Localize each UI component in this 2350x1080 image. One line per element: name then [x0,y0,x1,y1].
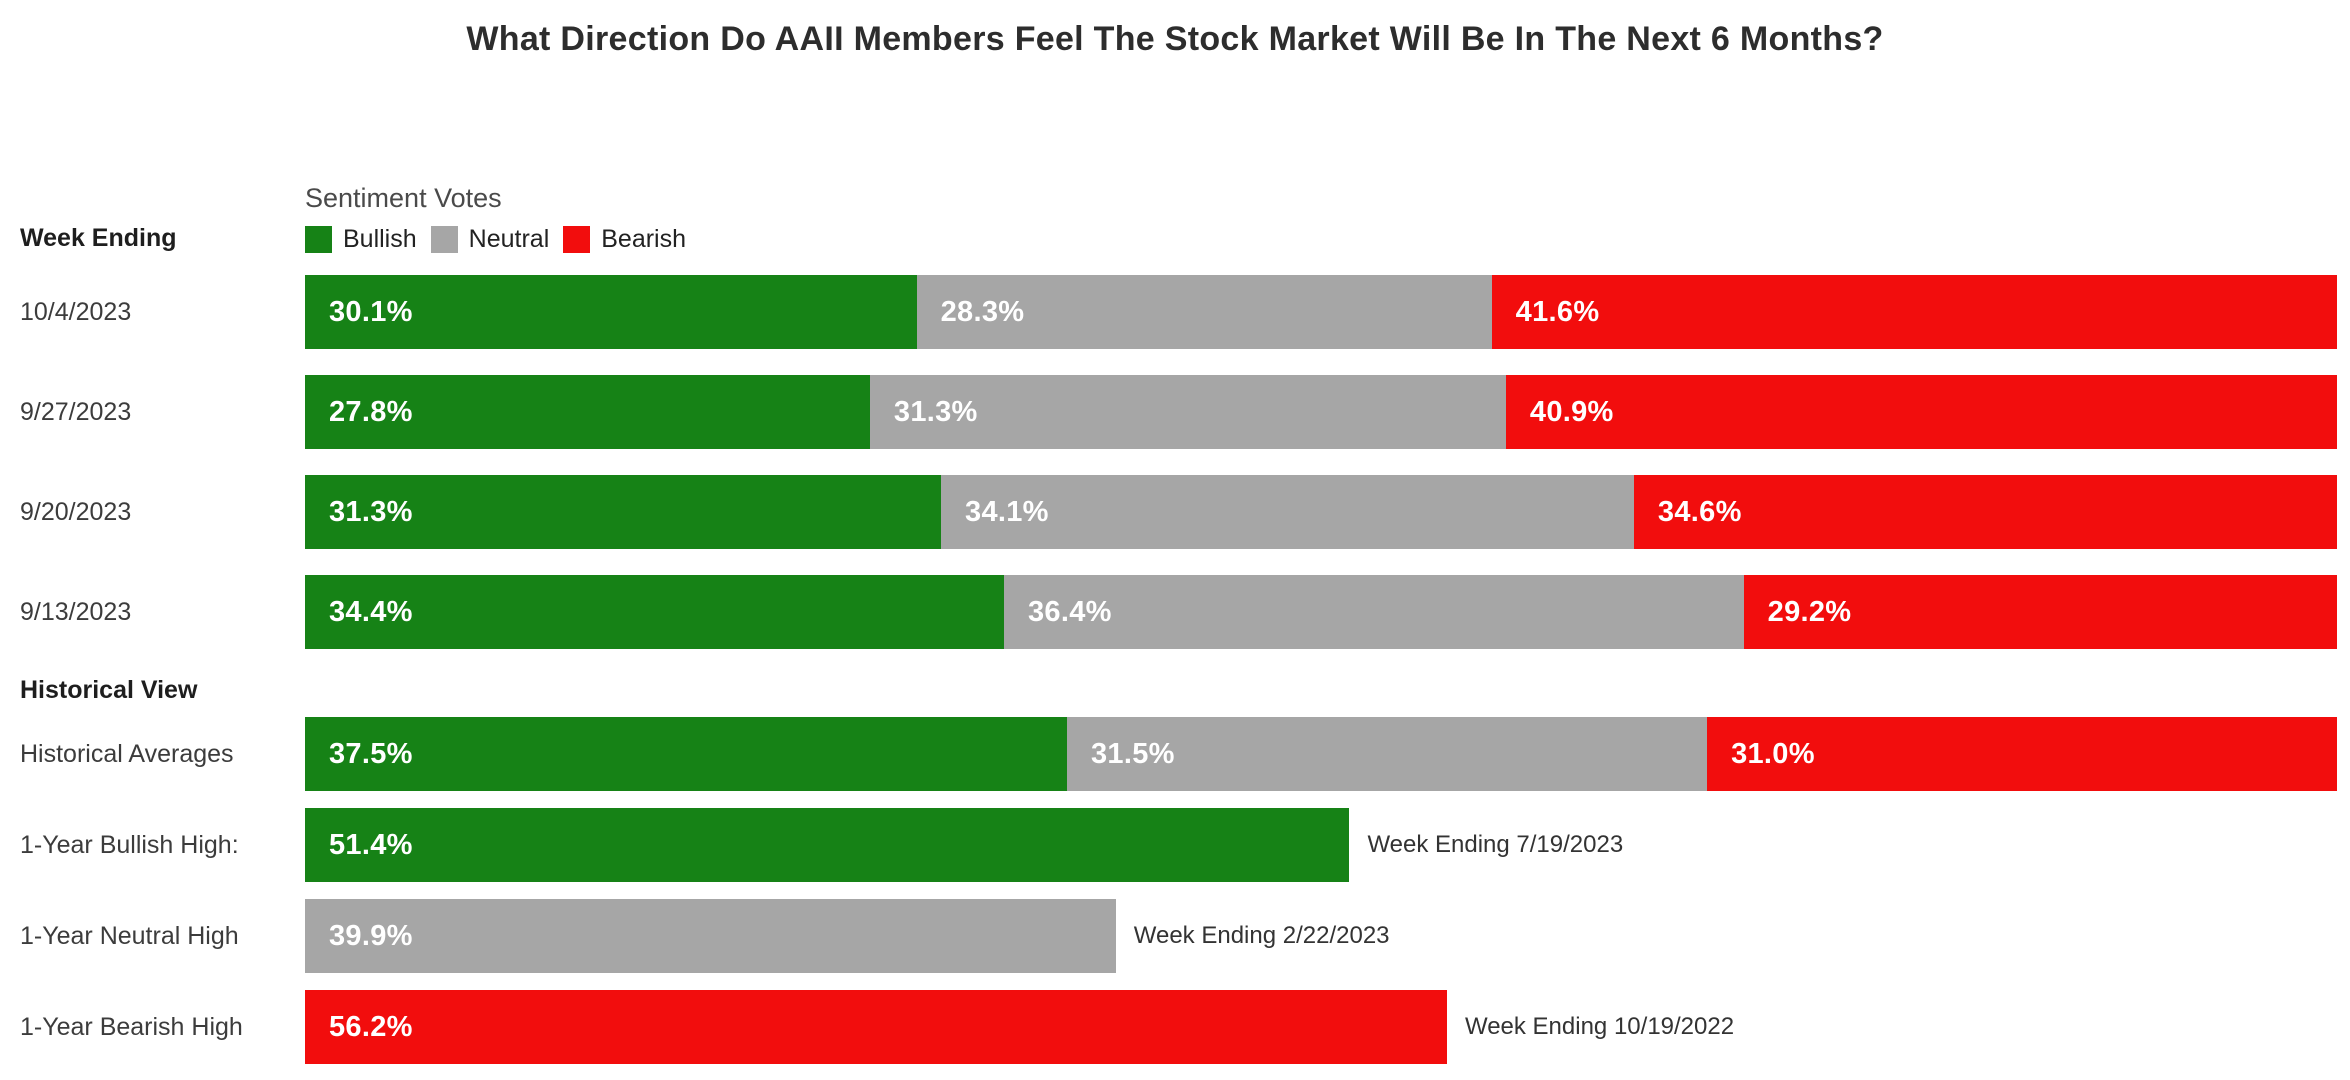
bearish-swatch-icon [563,226,591,253]
bar-annotation: Week Ending 10/19/2022 [1464,1013,1735,1040]
neutral-bar-segment: 28.3% [916,275,1492,349]
bar-value-label: 41.6% [1515,295,1600,328]
bar-value-label: 27.8% [329,395,413,428]
legend-title: Sentiment Votes [305,183,502,213]
row-label: 1-Year Bearish High [20,1012,243,1041]
bar-value-label: 39.9% [329,919,413,952]
chart-row: 10/4/2023 30.1% 28.3% 41.6% [0,275,2350,349]
bar-annotation: Week Ending 2/22/2023 [1133,922,1390,949]
row-label: 10/4/2023 [20,297,132,326]
bar-track: 37.5% 31.5% 31.0% [305,717,2337,791]
bearish-bar-segment: 34.6% [1633,475,2337,549]
chart-row: 9/20/2023 31.3% 34.1% 34.6% [0,475,2350,549]
bearish-bar-segment: 41.6% [1491,275,2337,349]
row-label: 9/27/2023 [20,397,132,426]
bearish-bar-segment: 40.9% [1505,375,2337,449]
bar-value-label: 31.3% [893,395,978,428]
bar-value-label: 40.9% [1529,395,1614,428]
bar-value-label: 31.3% [329,495,413,528]
row-label: 9/20/2023 [20,497,132,526]
bullish-swatch-icon [305,226,332,253]
bar-value-label: 34.6% [1657,495,1742,528]
bar-track: 27.8% 31.3% 40.9% [305,375,2337,449]
chart-row: 9/27/2023 27.8% 31.3% 40.9% [0,375,2350,449]
bearish-bar-segment: 56.2% [305,990,1447,1064]
bar-value-label: 29.2% [1767,595,1852,628]
chart-row: 9/13/2023 34.4% 36.4% 29.2% [0,575,2350,649]
bar-value-label: 37.5% [329,737,413,770]
bar-track: 34.4% 36.4% 29.2% [305,575,2337,649]
bar-track: 51.4% Week Ending 7/19/2023 [305,808,2337,882]
bar-track: 39.9% Week Ending 2/22/2023 [305,899,2337,973]
bar-value-label: 36.4% [1028,595,1112,628]
bullish-bar-segment: 51.4% [305,808,1350,882]
legend: Bullish Neutral Bearish [305,225,2350,254]
bar-value-label: 30.1% [329,295,413,328]
neutral-bar-segment: 31.5% [1067,717,1708,791]
bullish-bar-segment: 30.1% [305,275,917,349]
historical-rows-group: Historical Averages 37.5% 31.5% 31.0% 1-Year… [0,717,2350,1064]
week-rows-group: 10/4/2023 30.1% 28.3% 41.6% 9/27/2023 27.8% 31… [0,275,2350,649]
neutral-bar-segment: 31.3% [869,375,1506,449]
legend-label-bearish: Bearish [601,225,687,253]
bullish-bar-segment: 27.8% [305,375,870,449]
chart-row: 1-Year Bullish High: 51.4% Week Ending 7/1… [0,808,2350,882]
legend-block: Sentiment Votes Bullish Neutral Bearish [305,182,2350,253]
bar-value-label: 31.5% [1091,737,1175,770]
row-label: Historical Averages [20,739,234,768]
bullish-bar-segment: 31.3% [305,475,942,549]
bar-track: 31.3% 34.1% 34.6% [305,475,2337,549]
bearish-bar-segment: 31.0% [1707,717,2337,791]
week-ending-heading: Week Ending [20,224,177,252]
legend-item-bearish: Bearish [563,225,686,254]
legend-label-neutral: Neutral [468,225,550,253]
bullish-bar-segment: 37.5% [305,717,1067,791]
chart-title: What Direction Do AAII Members Feel The … [466,20,1884,58]
bar-value-label: 56.2% [329,1010,413,1043]
bar-value-label: 31.0% [1731,737,1815,770]
bullish-bar-segment: 34.4% [305,575,1004,649]
chart-row: 1-Year Bearish High 56.2% Week Ending 10/1… [0,990,2350,1064]
bar-annotation: Week Ending 7/19/2023 [1367,831,1624,858]
neutral-bar-segment: 39.9% [305,899,1116,973]
chart-row: Historical Averages 37.5% 31.5% 31.0% [0,717,2350,791]
row-label: 1-Year Bullish High: [20,830,239,859]
bar-track: 30.1% 28.3% 41.6% [305,275,2337,349]
row-label: 1-Year Neutral High [20,921,239,950]
chart-row: 1-Year Neutral High 39.9% Week Ending 2/22… [0,899,2350,973]
historical-view-heading: Historical View [20,676,198,704]
bearish-bar-segment: 29.2% [1743,575,2337,649]
neutral-bar-segment: 34.1% [941,475,1634,549]
row-label: 9/13/2023 [20,597,132,626]
neutral-bar-segment: 36.4% [1004,575,1744,649]
bar-value-label: 34.4% [329,595,413,628]
bar-value-label: 34.1% [965,495,1049,528]
neutral-swatch-icon [430,226,458,253]
legend-item-bullish: Bullish [305,225,417,254]
bar-value-label: 28.3% [940,295,1025,328]
bar-value-label: 51.4% [329,828,413,861]
bar-track: 56.2% Week Ending 10/19/2022 [305,990,2337,1064]
legend-label-bullish: Bullish [343,225,417,253]
legend-item-neutral: Neutral [430,225,550,254]
